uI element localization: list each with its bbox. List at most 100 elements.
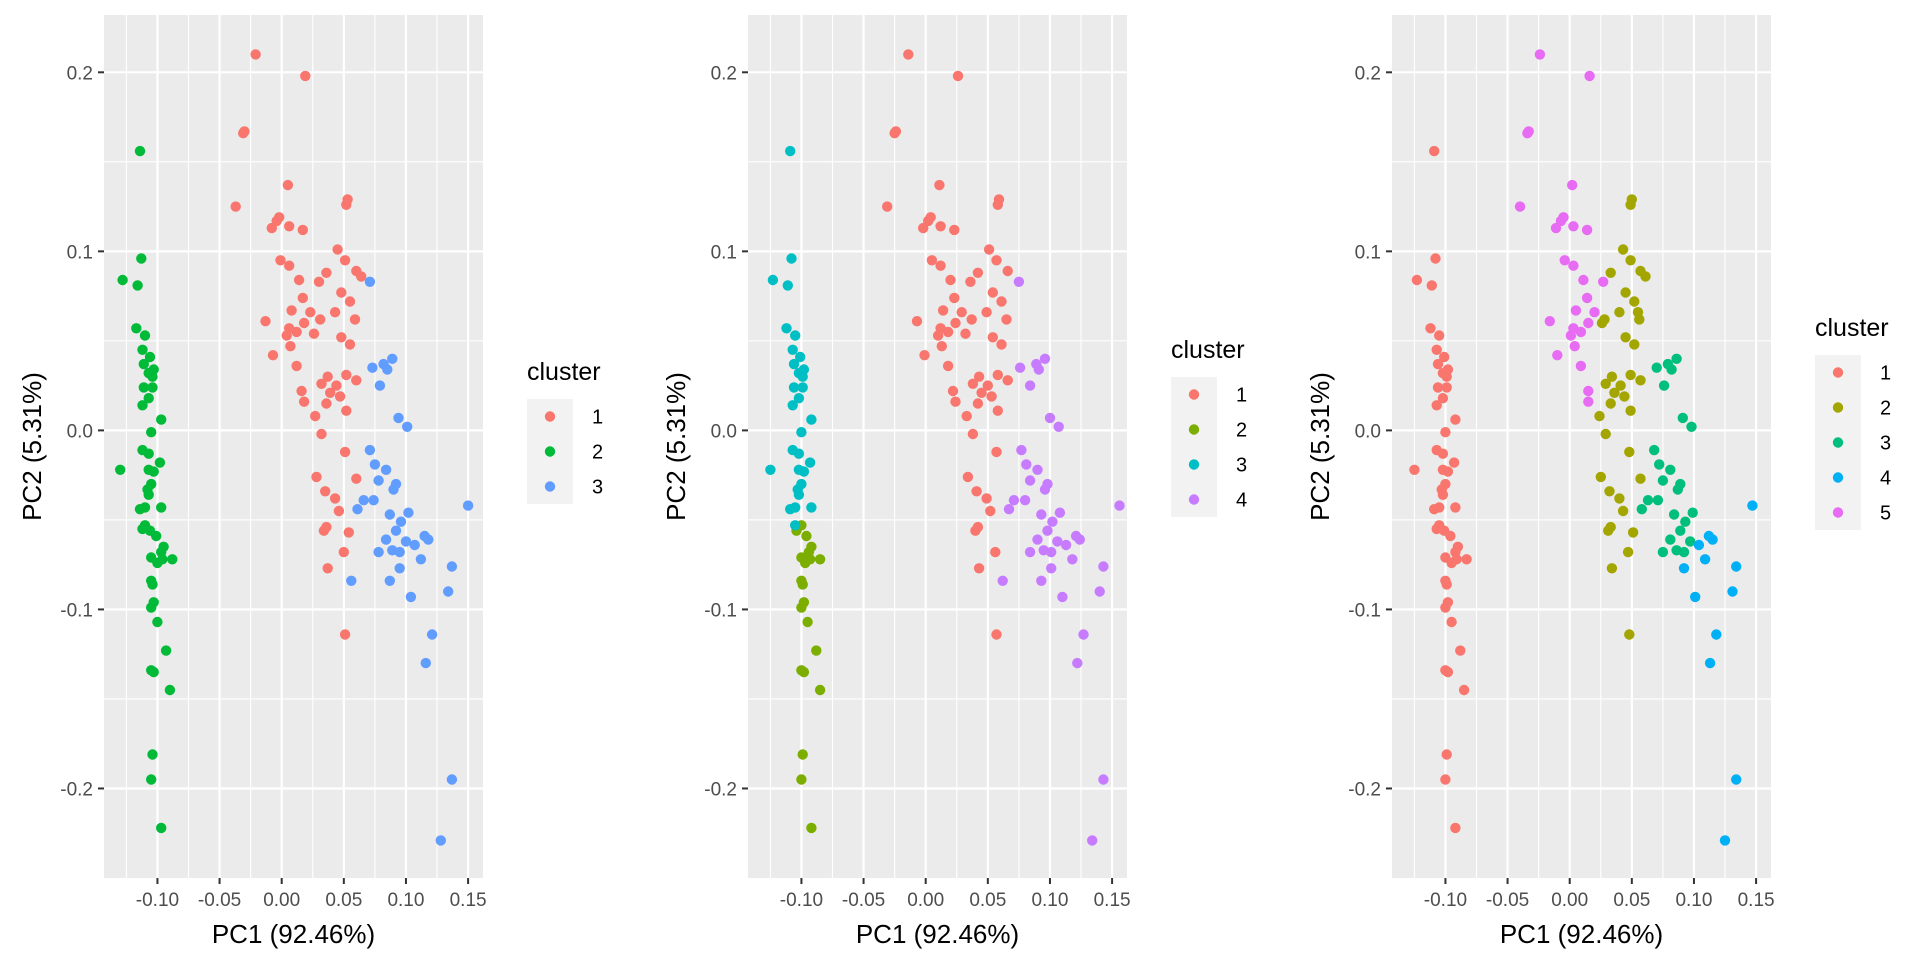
data-point bbox=[983, 244, 995, 255]
data-point bbox=[1072, 657, 1083, 669]
x-axis-title: PC1 (92.46%) bbox=[1500, 919, 1663, 949]
legend-key-swatch bbox=[544, 481, 556, 492]
data-point bbox=[1609, 387, 1620, 398]
data-point bbox=[291, 326, 302, 338]
data-point bbox=[950, 317, 961, 329]
x-tick-label: 0.00 bbox=[907, 890, 944, 911]
data-point bbox=[311, 471, 322, 483]
data-point bbox=[1003, 504, 1015, 515]
data-point bbox=[1446, 616, 1457, 628]
data-point bbox=[1429, 145, 1440, 157]
data-point bbox=[903, 49, 914, 60]
data-point bbox=[148, 466, 159, 477]
data-point bbox=[1450, 414, 1461, 425]
data-point bbox=[146, 774, 157, 785]
data-point bbox=[1429, 504, 1440, 515]
data-point bbox=[1575, 360, 1587, 372]
data-point bbox=[985, 505, 996, 517]
y-tick-label: -0.1 bbox=[1348, 600, 1381, 621]
data-point bbox=[138, 358, 149, 370]
legend-key-swatch bbox=[1188, 459, 1200, 470]
data-point bbox=[1036, 509, 1047, 520]
data-point bbox=[1114, 500, 1125, 511]
data-point bbox=[1033, 364, 1045, 375]
data-point bbox=[970, 525, 981, 536]
legend-key-swatch bbox=[1832, 507, 1844, 518]
data-point bbox=[976, 387, 987, 398]
data-point bbox=[796, 774, 807, 785]
data-point bbox=[765, 464, 776, 475]
data-point bbox=[1711, 629, 1722, 640]
data-point bbox=[1668, 509, 1680, 520]
data-point bbox=[797, 371, 808, 382]
data-point bbox=[275, 255, 286, 266]
data-point bbox=[409, 539, 420, 551]
data-point bbox=[1614, 307, 1625, 318]
data-point bbox=[1021, 459, 1032, 470]
legend-key-swatch bbox=[1832, 402, 1844, 413]
x-tick-label: 0.10 bbox=[1675, 890, 1712, 911]
legend-key-swatch bbox=[544, 446, 556, 457]
legend-label: 2 bbox=[1236, 420, 1247, 442]
data-point bbox=[1431, 344, 1442, 355]
data-point bbox=[1635, 375, 1646, 386]
data-point bbox=[882, 201, 893, 212]
y-axis-title: PC2 (5.31%) bbox=[661, 372, 691, 521]
data-point bbox=[238, 128, 249, 139]
data-point bbox=[1627, 527, 1639, 538]
data-point bbox=[1534, 49, 1546, 60]
data-point bbox=[373, 546, 384, 558]
data-point bbox=[1699, 554, 1711, 565]
data-point bbox=[147, 382, 158, 393]
data-point bbox=[1409, 464, 1420, 475]
data-point bbox=[1078, 629, 1089, 640]
data-point bbox=[144, 351, 156, 363]
data-point bbox=[117, 274, 128, 286]
y-axis-title: PC2 (5.31%) bbox=[1305, 372, 1335, 521]
data-point bbox=[282, 179, 294, 191]
data-point bbox=[1629, 339, 1640, 350]
data-point bbox=[935, 260, 946, 271]
data-point bbox=[937, 305, 949, 316]
data-point bbox=[1575, 326, 1587, 338]
data-point bbox=[380, 464, 392, 475]
plot-background bbox=[104, 15, 483, 878]
data-point bbox=[982, 380, 993, 391]
data-point bbox=[1053, 421, 1064, 432]
data-point bbox=[356, 271, 367, 282]
data-point bbox=[1605, 398, 1616, 409]
legend-key-swatch bbox=[1832, 472, 1844, 483]
series-1 bbox=[230, 49, 367, 640]
data-point bbox=[305, 307, 316, 318]
data-point bbox=[997, 575, 1008, 586]
data-point bbox=[341, 199, 352, 210]
data-point bbox=[134, 504, 146, 515]
data-point bbox=[942, 326, 954, 338]
data-point bbox=[1046, 563, 1057, 574]
data-point bbox=[344, 339, 356, 350]
legend-title: cluster bbox=[527, 358, 601, 386]
data-point bbox=[1024, 475, 1036, 486]
data-point bbox=[1657, 546, 1669, 558]
data-point bbox=[1440, 774, 1451, 785]
data-point bbox=[230, 201, 241, 212]
plot-background bbox=[748, 15, 1127, 878]
data-point bbox=[286, 305, 297, 316]
data-point bbox=[1617, 505, 1629, 517]
data-point bbox=[388, 484, 399, 495]
data-point bbox=[981, 307, 992, 318]
data-point bbox=[394, 563, 405, 574]
data-point bbox=[1600, 428, 1611, 440]
y-axis-title: PC2 (5.31%) bbox=[17, 372, 47, 521]
data-point bbox=[961, 410, 972, 422]
legend-key-background bbox=[1171, 377, 1217, 517]
data-point bbox=[1624, 629, 1635, 640]
data-point bbox=[341, 405, 352, 416]
data-point bbox=[981, 493, 992, 504]
x-tick-label: 0.00 bbox=[263, 890, 300, 911]
data-point bbox=[973, 563, 985, 574]
data-point bbox=[1671, 353, 1682, 364]
data-point bbox=[143, 489, 154, 500]
data-point bbox=[787, 344, 798, 355]
legend-label: 2 bbox=[592, 442, 603, 464]
